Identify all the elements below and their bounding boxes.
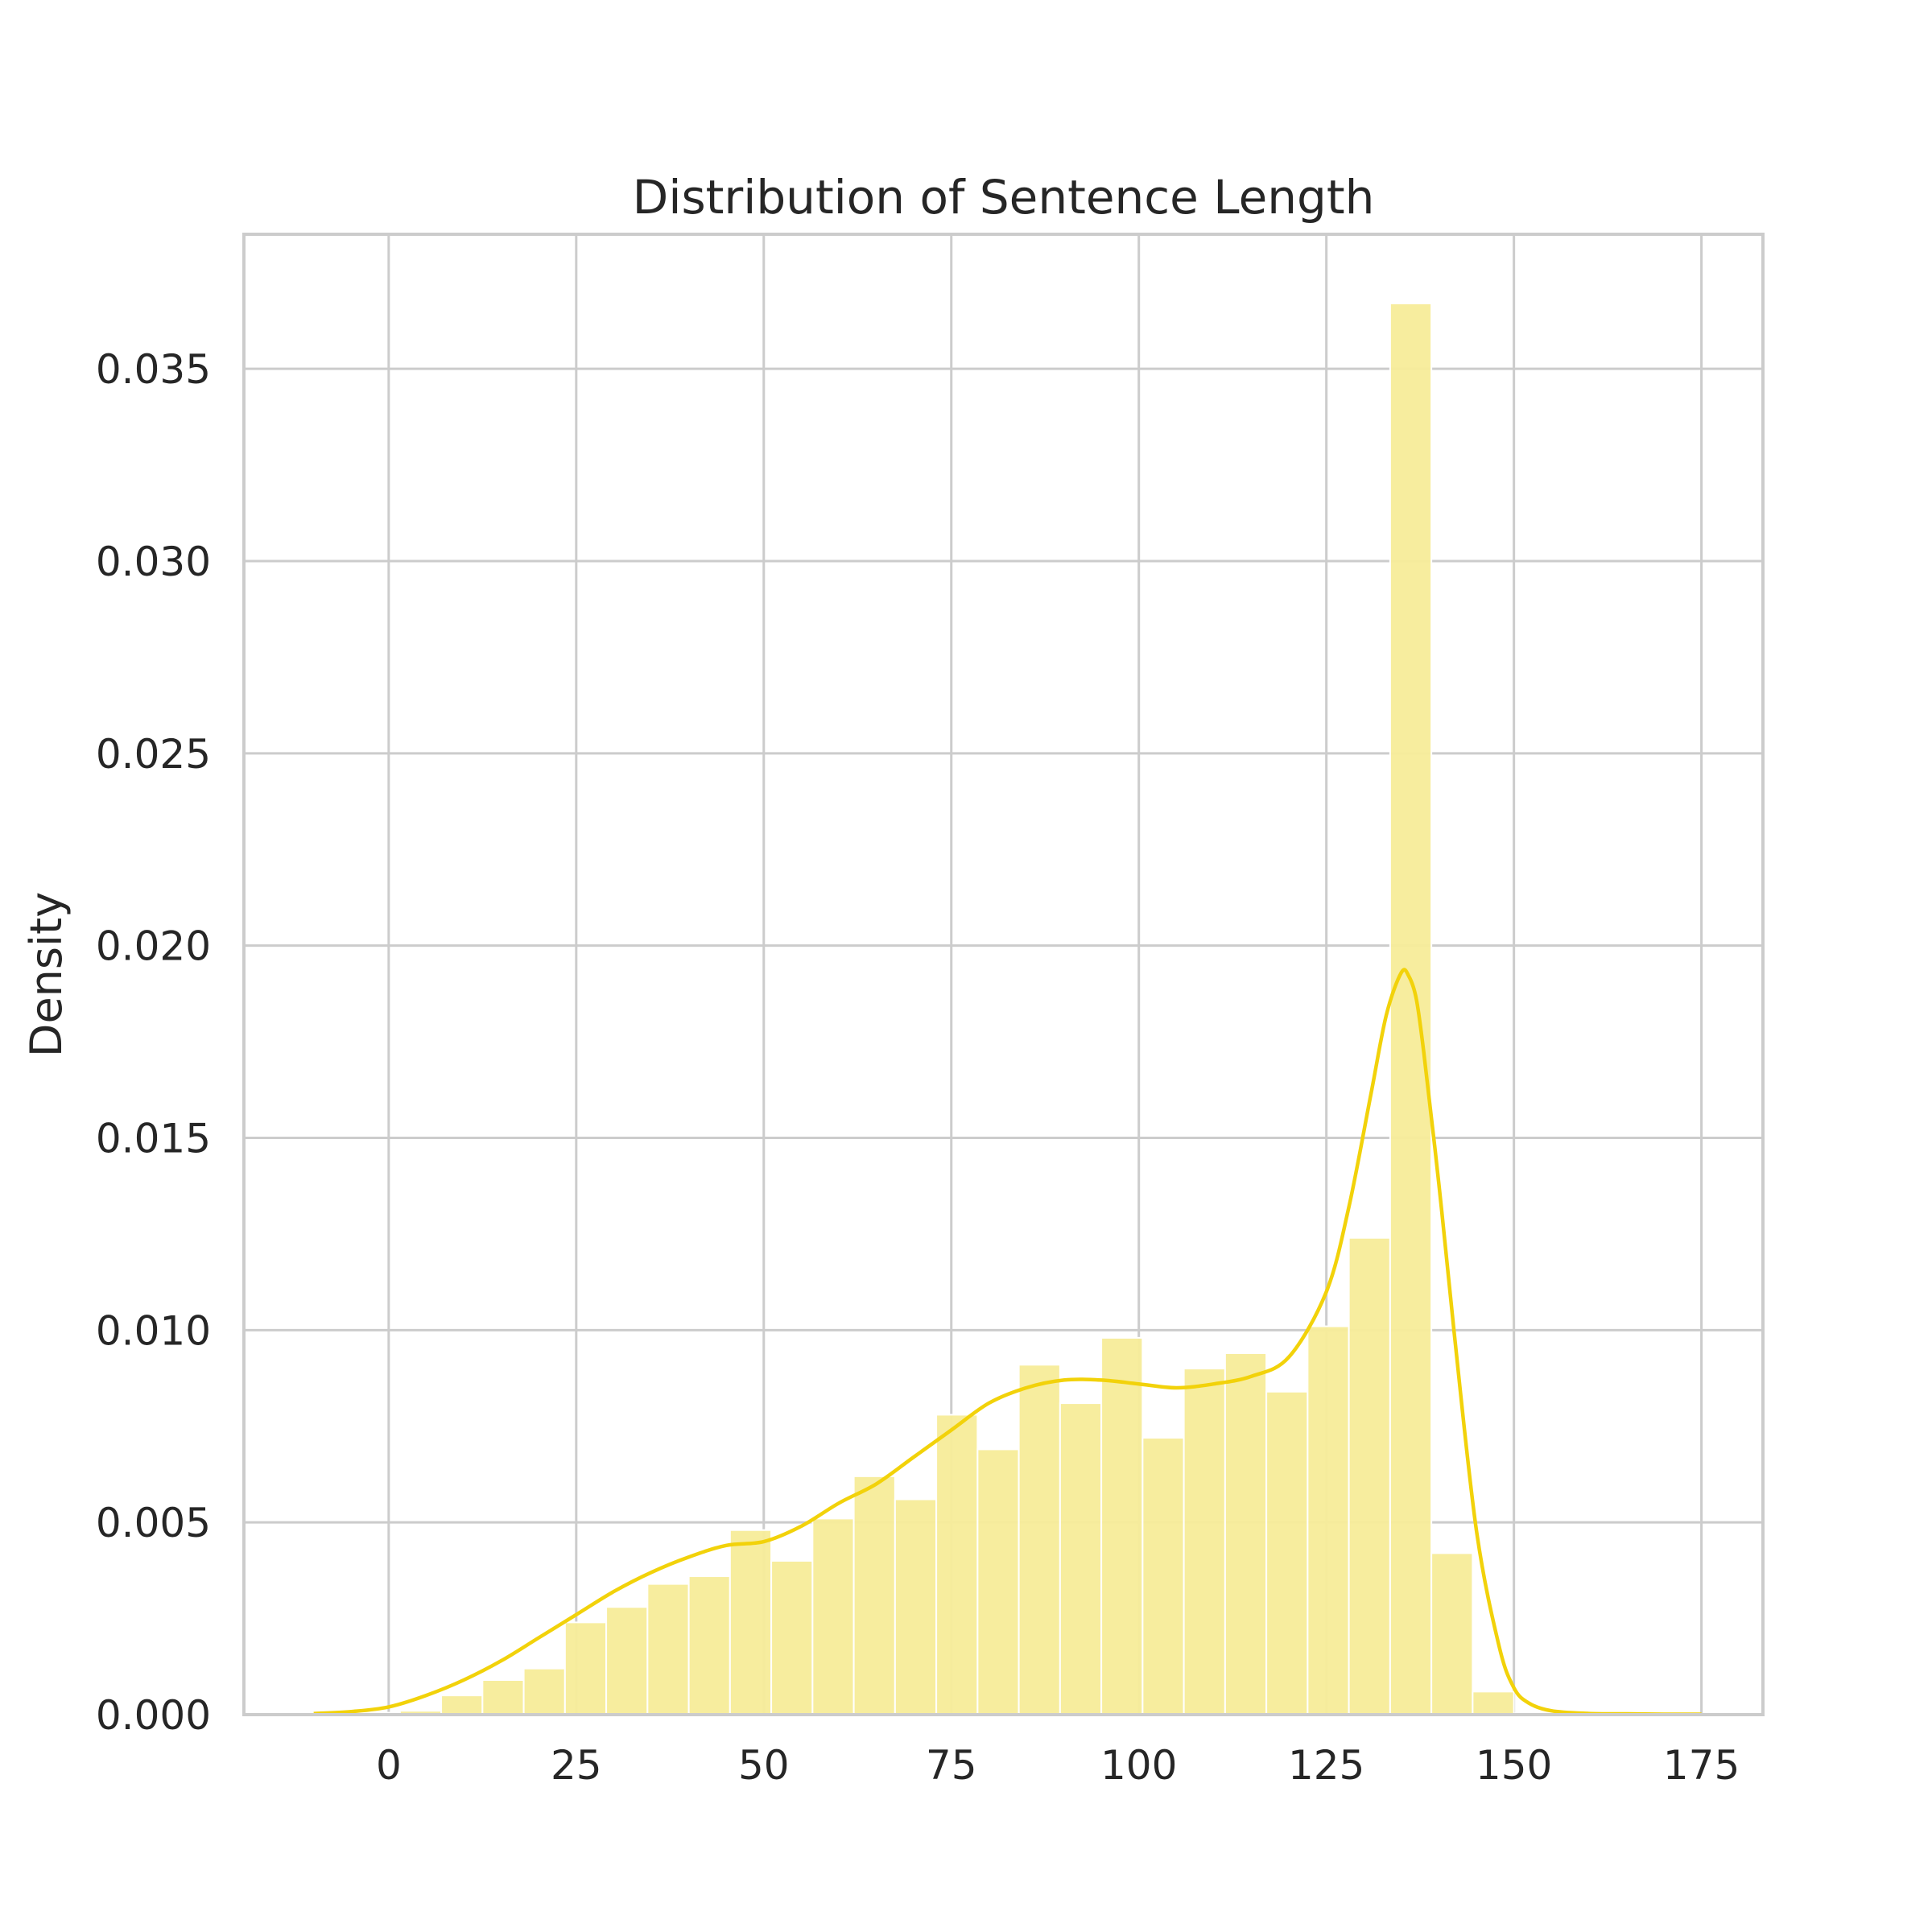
histogram-bar [976,1448,1020,1715]
y-axis-label: Density [21,892,72,1057]
histogram-bar [935,1414,979,1715]
histogram-bar [440,1695,484,1716]
histogram-bar [1389,302,1433,1715]
chart-title: Distribution of Sentence Length [633,170,1375,225]
plot-frame [242,233,1765,1716]
histogram-bar [894,1498,938,1715]
histogram-bar [1348,1236,1391,1715]
x-tick-label: 25 [551,1742,602,1789]
y-tick-labels: 0.000 0.005 0.010 0.015 0.020 0.025 0.030 0.035 [96,346,211,1739]
x-tick-label: 175 [1663,1742,1740,1789]
histogram-bar [1265,1390,1309,1716]
histogram-bar [770,1559,814,1715]
histogram-bar [687,1575,731,1715]
histogram-bar [1141,1437,1185,1715]
y-tick-label: 0.025 [96,731,211,778]
histogram-bar [1183,1368,1226,1715]
histogram-bar [646,1583,690,1716]
histogram-bar [1100,1336,1144,1715]
grid-lines [244,234,1763,1716]
x-tick-label: 125 [1288,1742,1364,1789]
x-tick-label: 75 [926,1742,977,1789]
histogram-bar [1059,1402,1103,1715]
x-tick-label: 100 [1100,1742,1177,1789]
histogram-bar [1472,1690,1515,1716]
histogram-bar [564,1621,608,1716]
y-tick-label: 0.015 [96,1116,211,1162]
y-tick-label: 0.020 [96,923,211,970]
x-tick-label: 150 [1476,1742,1552,1789]
histogram-bars [316,302,1680,1716]
histogram-bar [481,1679,525,1716]
histogram-bar [811,1517,855,1715]
y-tick-label: 0.005 [96,1500,211,1546]
histogram-bar [522,1667,566,1715]
x-tick-label: 50 [738,1742,790,1789]
y-tick-label: 0.000 [96,1692,211,1739]
x-tick-labels: 0 25 50 75 100 125 150 175 [376,1742,1740,1789]
x-tick-label: 0 [376,1742,402,1789]
histogram-bar [605,1606,649,1715]
kde-line [313,968,1702,1716]
histogram-bar [1430,1552,1474,1716]
y-tick-label: 0.035 [96,346,211,393]
y-tick-label: 0.010 [96,1307,211,1354]
histogram-bar [729,1529,773,1715]
histogram-bar [1307,1325,1350,1715]
y-tick-label: 0.030 [96,539,211,585]
histogram-bar [1018,1364,1061,1715]
histogram-bar [1224,1352,1268,1716]
histogram-bar [852,1475,896,1715]
